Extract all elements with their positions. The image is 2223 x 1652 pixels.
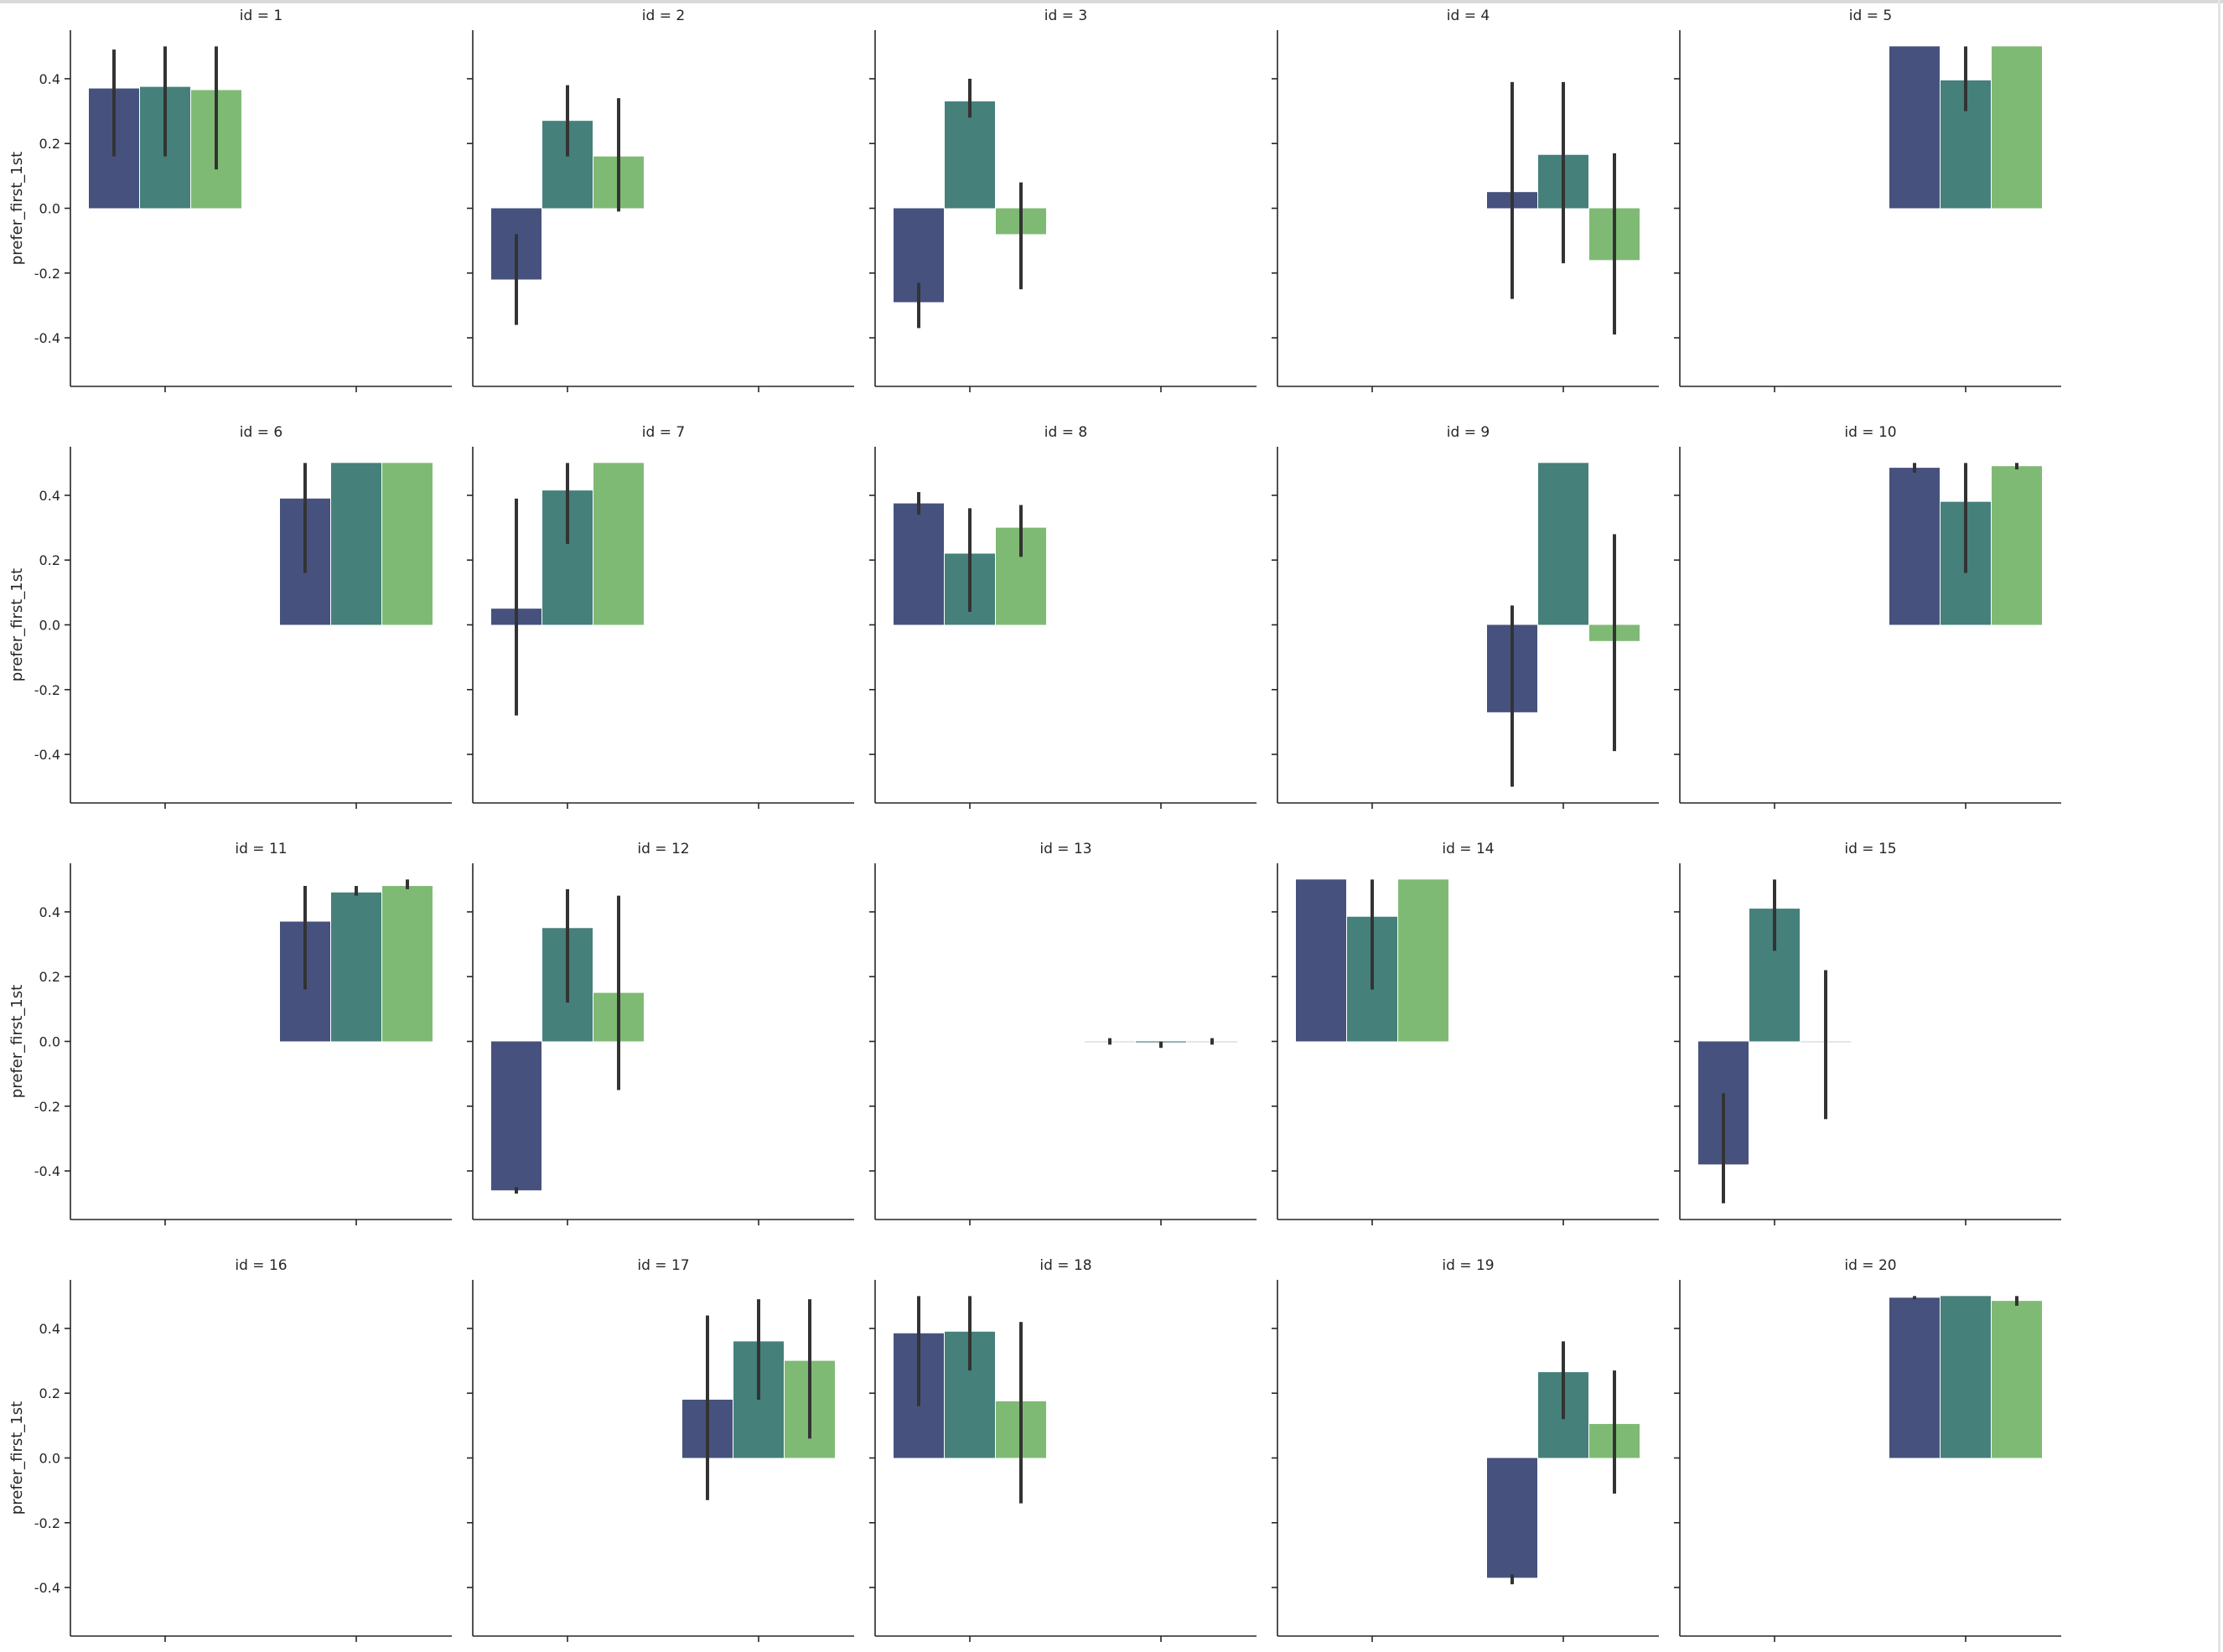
facet-panel: id = 4 — [1272, 8, 1659, 392]
y-tick-label: -0.4 — [34, 1580, 60, 1596]
panel-title: id = 11 — [235, 841, 287, 857]
y-tick-label: -0.4 — [34, 747, 60, 763]
bar — [491, 1041, 542, 1191]
window-right-border — [2218, 0, 2220, 1652]
y-tick-label: 0.4 — [39, 904, 60, 920]
bar — [894, 503, 944, 625]
panel-title: id = 13 — [1039, 841, 1091, 857]
bar — [331, 892, 381, 1042]
y-tick-label: -0.2 — [34, 1099, 60, 1115]
panel-title: id = 8 — [1044, 424, 1087, 441]
y-axis-label: prefer_first_1st — [8, 568, 26, 681]
bar — [1889, 468, 1940, 625]
bar — [1889, 1297, 1940, 1458]
bar — [1992, 46, 2042, 209]
y-tick-label: -0.4 — [34, 330, 60, 346]
y-tick-label: 0.0 — [39, 1451, 60, 1467]
bar — [382, 886, 433, 1042]
bar — [593, 463, 644, 625]
panel-title: id = 3 — [1044, 8, 1087, 24]
bar — [1992, 1301, 2042, 1458]
bar — [331, 463, 381, 625]
y-tick-label: 0.4 — [39, 488, 60, 504]
facet-panel: id = 15 — [1674, 841, 2061, 1225]
panel-title: id = 6 — [240, 424, 282, 441]
facet-panel: id = 20 — [1674, 1257, 2061, 1642]
facet-panel: id = 16 -0.4 -0.2 0.0 0.2 0.4 prefer_first_1st — [8, 1257, 452, 1642]
bar — [1296, 879, 1346, 1042]
facet-panel: id = 6 -0.4 -0.2 0.0 0.2 0.4 prefer_first_1st — [8, 424, 452, 809]
facet-panel: id = 11 -0.4 -0.2 0.0 0.2 0.4 prefer_first_1st — [8, 841, 452, 1225]
y-tick-label: 0.0 — [39, 618, 60, 634]
panel-title: id = 20 — [1844, 1257, 1896, 1274]
panel-title: id = 5 — [1849, 8, 1892, 24]
y-tick-label: 0.0 — [39, 1034, 60, 1050]
panel-title: id = 17 — [637, 1257, 689, 1274]
facet-panel: id = 7 — [467, 424, 854, 809]
bar — [1889, 46, 1940, 209]
y-axis-label: prefer_first_1st — [8, 152, 26, 265]
panel-title: id = 7 — [642, 424, 685, 441]
y-axis-label: prefer_first_1st — [8, 985, 26, 1098]
panel-title: id = 19 — [1442, 1257, 1494, 1274]
y-tick-label: -0.2 — [34, 682, 60, 698]
bar — [1398, 879, 1448, 1042]
facet-panel: id = 10 — [1674, 424, 2061, 809]
facet-panel: id = 18 — [869, 1257, 1257, 1642]
y-axis-label: prefer_first_1st — [8, 1401, 26, 1515]
facet-panel: id = 8 — [869, 424, 1257, 809]
panel-title: id = 9 — [1447, 424, 1490, 441]
window-top-border — [0, 0, 2223, 3]
facet-panel: id = 2 — [467, 8, 854, 392]
facet-panel: id = 9 — [1272, 424, 1659, 809]
panel-title: id = 16 — [235, 1257, 287, 1274]
facet-panel: id = 1 -0.4 -0.2 0.0 0.2 0.4 prefer_first_1st — [8, 8, 452, 392]
panel-title: id = 14 — [1442, 841, 1494, 857]
y-tick-label: 0.2 — [39, 1385, 60, 1401]
facet-panel: id = 14 — [1272, 841, 1659, 1225]
facet-panel: id = 3 — [869, 8, 1257, 392]
facet-panel: id = 12 — [467, 841, 854, 1225]
y-tick-label: 0.2 — [39, 136, 60, 152]
panel-title: id = 15 — [1844, 841, 1896, 857]
bar — [1992, 466, 2042, 625]
facet-panel: id = 13 — [869, 841, 1257, 1225]
facet-panel: id = 17 — [467, 1257, 854, 1642]
facet-panel: id = 5 — [1674, 8, 2061, 392]
y-tick-label: -0.2 — [34, 1515, 60, 1531]
bar — [1538, 463, 1588, 625]
y-tick-label: 0.2 — [39, 552, 60, 568]
facet-panel: id = 19 — [1272, 1257, 1659, 1642]
y-tick-label: -0.4 — [34, 1163, 60, 1179]
panel-title: id = 12 — [637, 841, 689, 857]
y-tick-label: 0.0 — [39, 201, 60, 217]
panel-title: id = 18 — [1039, 1257, 1091, 1274]
y-tick-label: -0.2 — [34, 266, 60, 282]
bar — [945, 101, 995, 209]
bar — [382, 463, 433, 625]
y-tick-label: 0.4 — [39, 71, 60, 87]
y-tick-label: 0.2 — [39, 969, 60, 985]
panel-title: id = 1 — [240, 8, 282, 24]
bar — [1941, 1296, 1991, 1458]
y-tick-label: 0.4 — [39, 1321, 60, 1337]
panel-title: id = 4 — [1447, 8, 1490, 24]
bar — [1487, 1458, 1537, 1578]
panel-title: id = 2 — [642, 8, 685, 24]
panel-title: id = 10 — [1844, 424, 1896, 441]
